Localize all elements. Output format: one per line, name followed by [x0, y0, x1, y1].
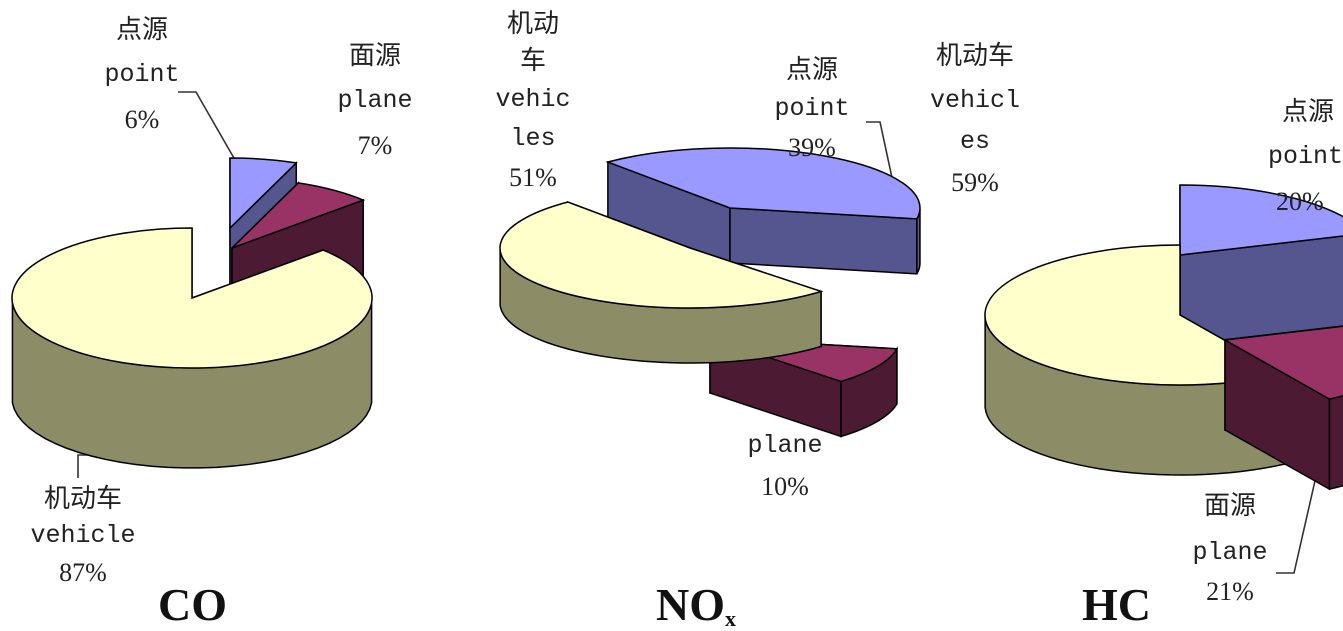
- hc-plane-en: plane: [1192, 538, 1268, 567]
- nox-pie: [499, 147, 921, 438]
- hc-plane-value: 21%: [1206, 577, 1254, 606]
- co-title: CO: [158, 578, 227, 631]
- co-pie: [11, 157, 373, 469]
- co-point-label: 点源 point 6%: [92, 14, 192, 135]
- co-vehicle-value: 87%: [59, 558, 107, 587]
- hc-vehicle-value: 59%: [951, 168, 999, 197]
- hc-point-en: point: [1268, 142, 1343, 171]
- hc-title-text: HC: [1082, 579, 1151, 630]
- co-vehicle-cn: 机动车: [43, 484, 122, 513]
- co-point-leader: [178, 91, 251, 187]
- nox-vehicle-slice: [499, 201, 824, 309]
- hc-plane-label: 面源 plane 21%: [1180, 490, 1280, 607]
- nox-vehicle-value: 51%: [509, 163, 557, 192]
- nox-vehicle-en-2: les: [510, 124, 556, 153]
- co-plane-value: 7%: [357, 131, 393, 160]
- hc-plane-side: [1328, 394, 1343, 491]
- co-vehicle-label: 机动车 vehicle 87%: [28, 483, 138, 588]
- hc-vehicle-slice: [984, 244, 1287, 386]
- co-vehicle-slice: [11, 227, 373, 369]
- nox-vehicle-cn-2: 车: [519, 46, 546, 75]
- co-point-value: 6%: [124, 105, 160, 134]
- nox-title-text: NO: [656, 579, 725, 630]
- co-vehicle-en: vehicle: [30, 521, 136, 550]
- hc-vehicle-label: 机动车 vehicl es 59%: [910, 40, 1040, 198]
- co-point-en: point: [104, 60, 180, 89]
- hc-point-cn: 点源: [1282, 97, 1335, 126]
- nox-point-slice: [605, 147, 921, 220]
- nox-vehicle-label: 机动 车 vehic les 51%: [478, 8, 588, 193]
- nox-point-cn: 点源: [785, 55, 838, 84]
- nox-point-label: 点源 point 39%: [752, 54, 872, 163]
- hc-plane-cn: 面源: [1203, 491, 1256, 520]
- co-plane-cn: 面源: [348, 41, 401, 70]
- hc-vehicle-en-2: es: [959, 127, 990, 156]
- co-plane-en: plane: [337, 86, 413, 115]
- co-title-text: CO: [158, 579, 227, 630]
- hc-pie: [984, 184, 1343, 491]
- nox-point-en: point: [774, 94, 850, 123]
- hc-title: HC: [1082, 578, 1151, 631]
- co-point-slice: [229, 157, 298, 230]
- nox-title-sub: x: [725, 606, 736, 631]
- hc-vehicle-en-1: vehicl: [929, 86, 1020, 115]
- hc-point-value: 20%: [1276, 187, 1324, 216]
- co-point-cn: 点源: [115, 15, 168, 44]
- hc-plane-slice: [1222, 325, 1343, 400]
- hc-vehicle-cn: 机动车: [935, 41, 1014, 70]
- nox-vehicle-en-1: vehic: [495, 85, 571, 114]
- nox-title: NOx: [656, 578, 736, 631]
- hc-point-slice: [1179, 184, 1343, 256]
- nox-plane-value: 10%: [761, 472, 809, 501]
- co-plane-slice: [231, 182, 366, 249]
- hc-point-label: 点源 point 20%: [1268, 96, 1343, 217]
- nox-plane-label: plane 10%: [730, 430, 840, 502]
- co-plane-label: 面源 plane 7%: [330, 40, 420, 161]
- nox-plane-en: plane: [747, 431, 823, 460]
- nox-point-value: 39%: [788, 133, 836, 162]
- nox-vehicle-cn-1: 机动: [506, 9, 559, 38]
